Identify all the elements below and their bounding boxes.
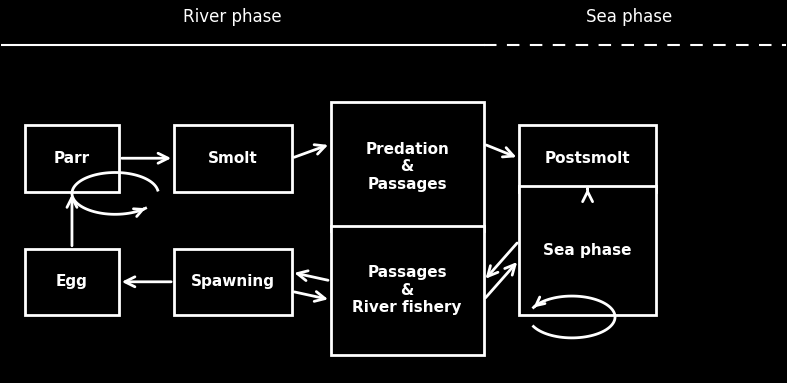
FancyBboxPatch shape [519, 186, 656, 315]
FancyBboxPatch shape [331, 226, 484, 355]
Text: Spawning: Spawning [190, 274, 275, 289]
FancyBboxPatch shape [331, 102, 484, 231]
Text: Predation
&
Passages: Predation & Passages [365, 142, 449, 192]
Text: Passages
&
River fishery: Passages & River fishery [353, 265, 462, 315]
Text: Parr: Parr [54, 151, 90, 166]
FancyBboxPatch shape [174, 249, 291, 315]
FancyBboxPatch shape [25, 249, 119, 315]
Text: Sea phase: Sea phase [543, 243, 632, 258]
FancyBboxPatch shape [174, 125, 291, 192]
Text: Smolt: Smolt [208, 151, 257, 166]
FancyBboxPatch shape [519, 125, 656, 192]
Text: Postsmolt: Postsmolt [545, 151, 630, 166]
Text: River phase: River phase [183, 8, 282, 26]
Text: Sea phase: Sea phase [586, 8, 672, 26]
FancyBboxPatch shape [25, 125, 119, 192]
Text: Egg: Egg [56, 274, 88, 289]
